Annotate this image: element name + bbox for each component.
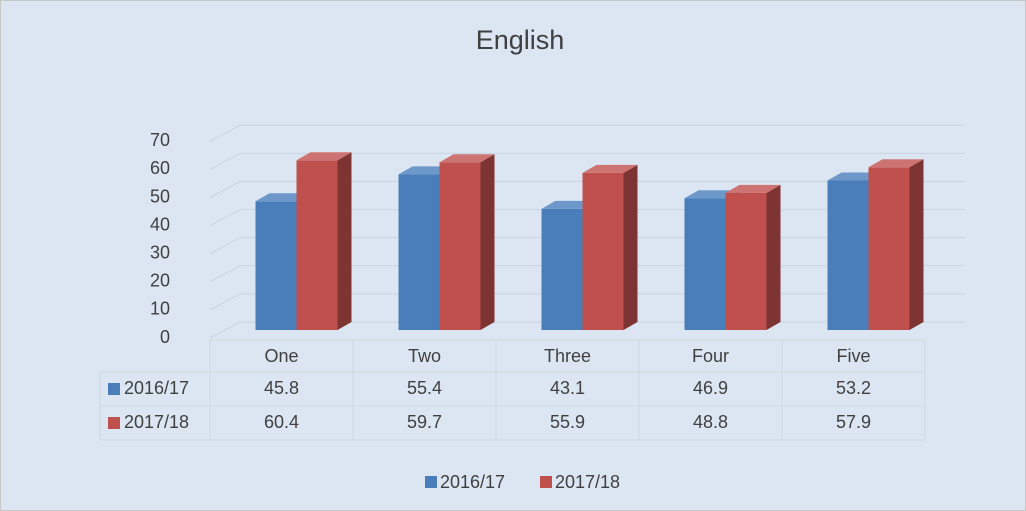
legend-key — [425, 476, 437, 488]
bar-top — [582, 164, 638, 173]
x-tick-label: Two — [408, 346, 441, 366]
table-value: 59.7 — [407, 412, 442, 432]
y-tick-label: 0 — [160, 327, 170, 347]
y-tick-label: 20 — [150, 271, 170, 291]
table-value: 55.9 — [550, 412, 585, 432]
bar — [398, 174, 440, 330]
bar-side — [480, 154, 495, 330]
y-tick-label: 50 — [150, 186, 170, 206]
x-tick-label: Three — [544, 346, 591, 366]
bar — [439, 162, 481, 330]
legend-label: 2016/17 — [440, 472, 505, 492]
bar — [541, 208, 583, 330]
y-tick-label: 10 — [150, 299, 170, 319]
y-tick-label: 70 — [150, 130, 170, 150]
table-value: 57.9 — [836, 412, 871, 432]
bar-top — [296, 152, 352, 161]
bar-top — [868, 159, 924, 168]
x-tick-label: Five — [836, 346, 870, 366]
table-value: 60.4 — [264, 412, 299, 432]
bar — [725, 192, 767, 330]
bar-side — [623, 164, 638, 330]
bar — [296, 160, 338, 330]
x-tick-label: Four — [692, 346, 729, 366]
grid-line — [209, 181, 965, 198]
table-legend-key — [108, 383, 120, 395]
table-row-label: 2016/17 — [124, 378, 189, 398]
table-value: 55.4 — [407, 378, 442, 398]
table-value: 45.8 — [264, 378, 299, 398]
legend-key — [540, 476, 552, 488]
table-value: 53.2 — [836, 378, 871, 398]
x-tick-label: One — [264, 346, 298, 366]
bar — [868, 167, 910, 330]
table-row-label: 2017/18 — [124, 412, 189, 432]
bar — [827, 180, 869, 330]
y-tick-label: 40 — [150, 214, 170, 234]
y-tick-label: 60 — [150, 158, 170, 178]
y-tick-label: 30 — [150, 242, 170, 262]
bar — [255, 201, 297, 330]
legend-label: 2017/18 — [555, 472, 620, 492]
grid-line — [209, 152, 965, 170]
table-value: 48.8 — [693, 412, 728, 432]
bar-side — [909, 159, 924, 330]
bar-top — [725, 184, 781, 193]
chart-title: English — [476, 25, 565, 55]
table-legend-key — [108, 417, 120, 429]
bar-top — [439, 154, 495, 163]
bar — [582, 172, 624, 330]
table-value: 46.9 — [693, 378, 728, 398]
bar — [684, 198, 726, 330]
bar-side — [766, 184, 781, 330]
bar-side — [337, 152, 352, 330]
grid-line — [209, 124, 965, 142]
table-value: 43.1 — [550, 378, 585, 398]
